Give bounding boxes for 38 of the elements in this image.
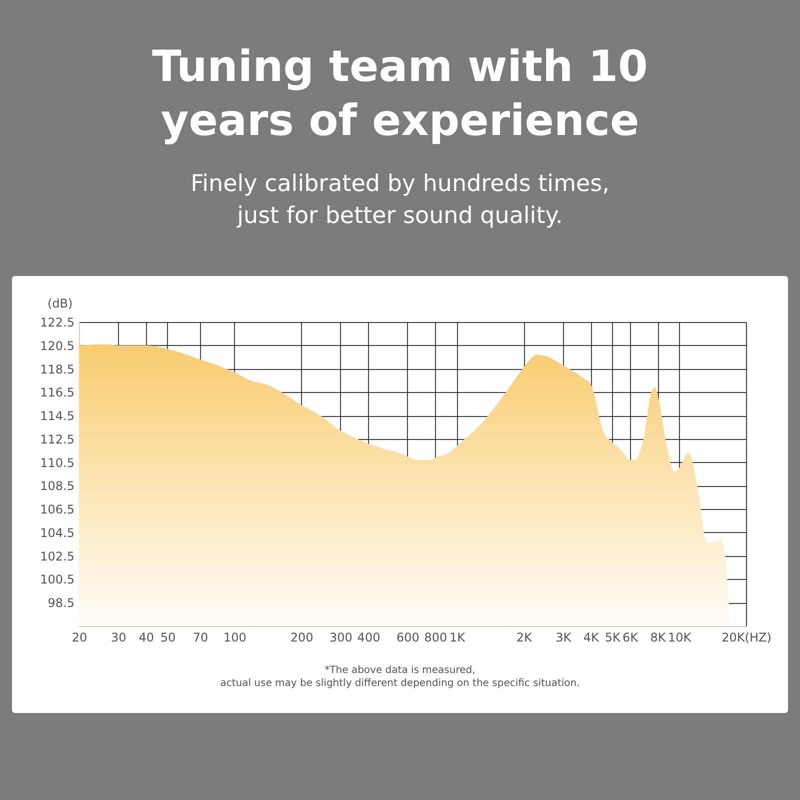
x-tick-label: 600 [396, 630, 420, 644]
x-tick-label: 10K [668, 630, 692, 644]
x-tick-label: 20K(HZ) [722, 630, 772, 644]
x-tick-label: 4K [583, 630, 600, 644]
y-axis-title: (dB) [48, 296, 73, 310]
x-tick-label: 6K [622, 630, 640, 644]
y-tick-label: 120.5 [40, 338, 74, 353]
y-tick-label: 114.5 [40, 409, 74, 424]
x-tick-label: 5K [604, 630, 622, 644]
x-tick-label: 3K [556, 630, 572, 644]
x-tick-label: 30 [111, 630, 126, 644]
x-tick-label: 20 [72, 630, 88, 644]
x-tick-label: 300 [330, 630, 352, 644]
x-tick-label: 400 [357, 630, 380, 644]
x-tick-label: 70 [192, 630, 208, 644]
y-tick-label: 106.5 [40, 502, 74, 517]
chart-title: Tuning team with 10 years of experience [151, 41, 649, 148]
x-tick-label: 2K [516, 630, 534, 644]
y-tick-label: 108.5 [40, 479, 74, 494]
y-tick-label: 122.5 [40, 316, 74, 330]
x-tick-label: 800 [424, 630, 448, 644]
x-tick-label: 200 [290, 630, 314, 644]
x-tick-label: 8K [650, 630, 667, 644]
y-tick-label: 102.5 [40, 549, 74, 564]
y-tick-label: 118.5 [40, 362, 74, 376]
text: actual use may be slightly different depending on the specific situation. [219, 677, 581, 690]
y-tick-label: 112.5 [40, 432, 74, 446]
chart-subtitle: Finely calibrated by hundreds times, just for better sound quality. [190, 170, 610, 231]
y-tick-label: 104.5 [40, 526, 74, 540]
text: *The above data is measured, [324, 664, 476, 677]
y-tick-label: 116.5 [40, 386, 74, 400]
x-tick-label: 1K [449, 630, 466, 644]
y-tick-label: 98.5 [48, 596, 74, 610]
x-tick-label: 50 [160, 630, 176, 644]
y-tick-label: 100.5 [40, 572, 74, 587]
x-tick-label: 100 [223, 630, 246, 644]
y-tick-label: 110.5 [40, 456, 74, 470]
x-tick-label: 40 [138, 630, 154, 644]
